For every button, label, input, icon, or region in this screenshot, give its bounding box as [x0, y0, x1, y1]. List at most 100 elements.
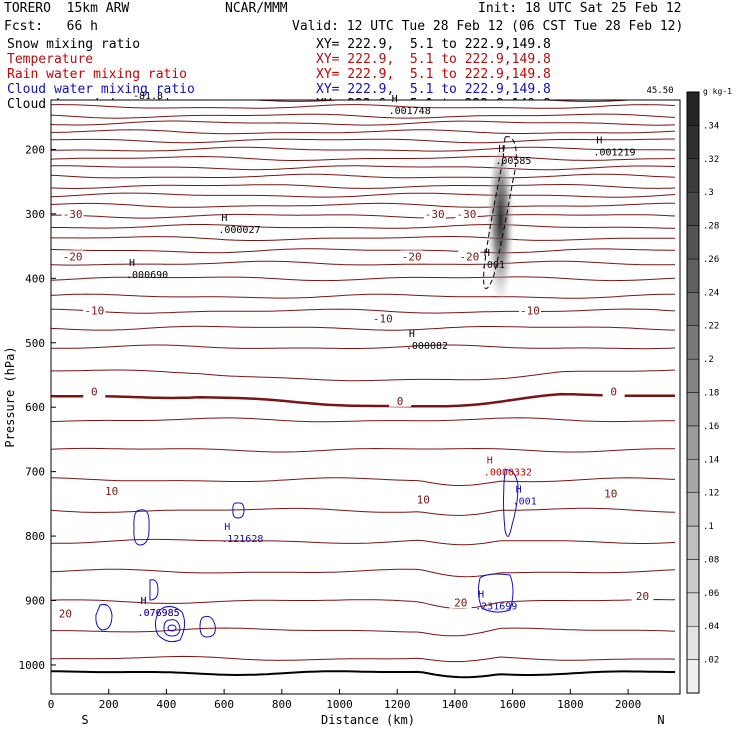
- x-tick-label: 600: [214, 698, 234, 711]
- cloud-water-contour: [477, 573, 514, 613]
- colorbar-tick-label: .18: [703, 389, 719, 399]
- x-tick-label: 2000: [615, 698, 642, 711]
- isotherm-line: [51, 598, 676, 609]
- colorbar-tick-label: .2: [703, 355, 714, 365]
- cloud-water-contour: [133, 509, 150, 546]
- maximum-marker: H: [498, 144, 504, 155]
- colorbar-swatch: [686, 592, 700, 627]
- temperature-label-bg: [599, 487, 622, 500]
- temperature-label-bg: [423, 207, 446, 220]
- plot-area: [50, 99, 681, 695]
- legend-temperature-label: Temperature: [7, 52, 94, 67]
- x-tick-label: 0: [48, 698, 55, 711]
- temperature-label: 10: [417, 493, 430, 506]
- colorbar-tick-label: .16: [703, 422, 719, 432]
- maximum-marker: H: [409, 329, 415, 340]
- temperature-label-bg: [61, 207, 84, 220]
- temperature-label-bg: [83, 385, 106, 398]
- isotherm-line: [51, 627, 676, 637]
- isotherm-line: [51, 670, 675, 679]
- maximum-value: .076985: [138, 608, 180, 619]
- temperature-label: 0: [397, 395, 404, 408]
- isotherm-line: [51, 538, 676, 546]
- isotherm-line: [51, 104, 676, 109]
- legend-snow-xy: XY= 222.9, 5.1 to 222.9,149.8: [316, 37, 551, 52]
- isotherm-line: [51, 138, 675, 144]
- x-tick-label: 1800: [557, 698, 584, 711]
- legend-rain-xy: XY= 222.9, 5.1 to 222.9,149.8: [316, 67, 551, 82]
- legend-snow-label: Snow mixing ratio: [7, 37, 141, 52]
- colorbar-tick-label: .08: [703, 555, 719, 565]
- isotherm-line: [51, 655, 676, 663]
- colorbar-swatch: [686, 392, 700, 427]
- temperature-label-bg: [83, 304, 106, 317]
- colorbar-tick-label: .3: [703, 188, 714, 198]
- maximum-marker: H: [392, 94, 398, 105]
- temperature-label: 0: [610, 386, 617, 399]
- x-tick-label: 400: [156, 698, 176, 711]
- forecast-hour: Fcst: 66 h: [4, 19, 98, 34]
- cloud-water-contour: [167, 624, 177, 632]
- maximum-value: .001: [513, 497, 537, 508]
- x-tick-label: 200: [99, 698, 119, 711]
- temperature-label: -30: [63, 208, 83, 221]
- temperature-label: -30: [457, 208, 477, 221]
- colorbar-tick-label: .14: [703, 455, 719, 465]
- cloud-water-contour: [95, 604, 113, 631]
- maximum-value: .00585: [495, 156, 531, 167]
- maximum-marker: H: [221, 213, 227, 224]
- temperature-label-bg: [455, 207, 478, 220]
- y-tick-label: 200: [25, 143, 45, 156]
- maximum-value: .121628: [221, 534, 263, 545]
- cloud-water-contour: [199, 615, 216, 638]
- isotherm-line: [51, 165, 676, 171]
- axes: 0 200 400 600 800 1000 1200 1400 1600 1800 2000200…: [19, 143, 642, 711]
- x-axis-label: Distance (km): [321, 713, 415, 727]
- isotherm-line: [51, 155, 675, 161]
- colorbar-swatch: [686, 225, 700, 260]
- temperature-label-bg: [400, 250, 423, 263]
- colorbar-tick-label: .32: [703, 155, 719, 165]
- colorbar-tick-label: .06: [703, 589, 719, 599]
- temperature-label-bg: [602, 385, 625, 398]
- temperature-isotherms: [51, 100, 676, 679]
- isotherm-line: [51, 325, 676, 331]
- maximum-marker: H: [141, 596, 147, 607]
- colorbar-tick-label: .04: [703, 622, 719, 632]
- temperature-label-bg: [631, 590, 654, 603]
- y-tick-label: 1000: [19, 659, 46, 672]
- colorbar-swatch: [686, 459, 700, 493]
- temperature-label: -20: [63, 250, 83, 263]
- maximum-value: .000082: [406, 341, 448, 352]
- colorbar-swatch: [686, 559, 700, 594]
- colorbar-tick-label: .24: [703, 288, 719, 298]
- center-label: NCAR/MMM: [225, 1, 288, 16]
- colorbar-frame: [686, 91, 700, 694]
- y-tick-label: 900: [25, 595, 45, 608]
- maximum-marker: H: [141, 596, 147, 607]
- cloud-water-contour: [163, 619, 181, 637]
- isotherm-line: [51, 129, 676, 135]
- isotherm-line: [51, 173, 676, 179]
- temperature-label: 20: [636, 590, 649, 603]
- isotherm-line: [51, 447, 676, 453]
- temperature-label-bg: [518, 304, 541, 317]
- isotherm-line: [51, 113, 676, 119]
- maximum-value: .001: [481, 260, 505, 271]
- legend-rain-label: Rain water mixing ratio: [7, 67, 188, 82]
- cloud-water-contour: [503, 469, 519, 537]
- colorbar-swatch: [686, 425, 700, 460]
- maximum-value: .000027: [218, 225, 260, 236]
- isotherm-line: [51, 477, 676, 487]
- cloud-ice-contour: [483, 136, 517, 290]
- x-tick-label: 1600: [499, 698, 526, 711]
- cloud-water-contour: [232, 502, 245, 519]
- isotherm-line: [51, 192, 676, 198]
- maximum-value: .001748: [389, 106, 431, 117]
- colorbar-tick-label: .1: [703, 522, 714, 532]
- cloud-water-contour: [154, 606, 186, 643]
- maximum-value: .0000332: [484, 468, 532, 479]
- colorbar-swatch: [686, 358, 700, 393]
- south-label: S: [81, 713, 88, 727]
